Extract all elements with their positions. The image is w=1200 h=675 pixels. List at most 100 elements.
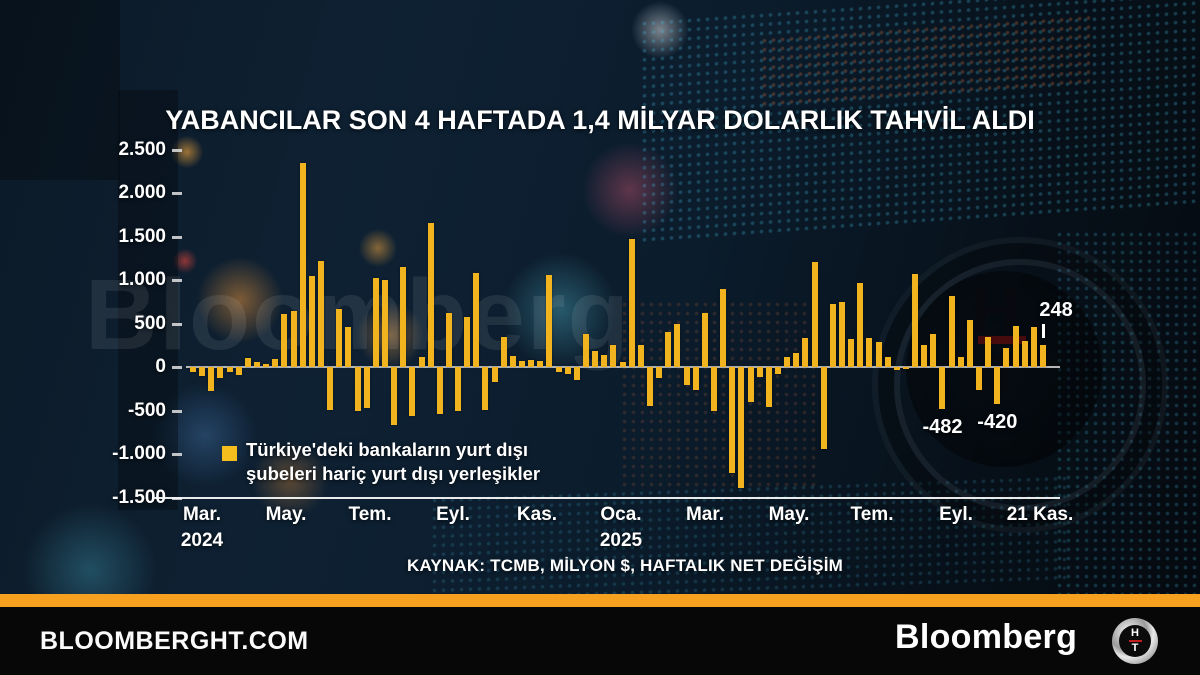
bar-week-90 — [1003, 348, 1010, 367]
bar-week-65 — [774, 367, 781, 374]
bar-week-29 — [445, 313, 452, 367]
bar-week-16 — [327, 367, 334, 410]
bar-week-24 — [400, 266, 407, 367]
ht-badge-h: H — [1131, 626, 1139, 639]
bar-week-86 — [966, 320, 973, 367]
bar-week-7 — [244, 357, 251, 367]
bar-week-75 — [866, 338, 873, 367]
bar-week-44 — [583, 333, 590, 367]
ht-badge-inner: H T — [1119, 625, 1151, 657]
legend-swatch — [222, 446, 237, 461]
bar-week-69 — [811, 262, 818, 367]
y-tick-mark — [172, 322, 182, 326]
y-tick-mark — [172, 192, 182, 195]
bar-week-46 — [601, 354, 608, 367]
y-tick-label: 1.000 — [118, 269, 166, 290]
annotation--420: -420 — [977, 410, 1018, 433]
bar-week-67 — [793, 353, 800, 367]
bar-week-40 — [546, 275, 553, 367]
bar-week-26 — [418, 356, 425, 367]
x-tick-year: 2025 — [599, 530, 643, 551]
bar-week-5 — [226, 367, 233, 372]
footer-site-url: BLOOMBERGHT.COM — [40, 627, 309, 655]
bar-week-55 — [683, 367, 690, 386]
bar-week-18 — [345, 327, 352, 367]
bar-week-47 — [610, 345, 617, 367]
bar-week-43 — [573, 367, 580, 381]
source-note: KAYNAK: TCMB, MİLYON $, HAFTALIK NET DEĞ… — [406, 556, 844, 575]
bar-week-94 — [1040, 345, 1047, 367]
bar-week-50 — [637, 344, 644, 367]
bar-week-21 — [372, 277, 379, 367]
annotation-248: 248 — [1039, 299, 1073, 322]
bar-week-66 — [784, 356, 791, 367]
bar-week-15 — [317, 261, 324, 367]
bar-week-71 — [829, 304, 836, 367]
ht-badge-t: T — [1131, 642, 1139, 655]
x-tick-label: Mar. — [685, 504, 725, 525]
footer-bar: BLOOMBERGHT.COM Bloomberg H T — [0, 607, 1200, 675]
y-tick-label: -500 — [127, 399, 166, 421]
bar-week-82 — [930, 333, 937, 367]
y-tick-mark — [172, 235, 182, 239]
bar-week-57 — [701, 312, 708, 367]
bar-week-59 — [720, 289, 727, 367]
bar-week-58 — [710, 367, 717, 411]
legend-line-2: şubeleri hariç yurt dışı yerleşikler — [246, 463, 541, 484]
y-tick-mark — [172, 148, 182, 152]
x-tick-label: May. — [768, 504, 810, 525]
bar-week-81 — [921, 345, 928, 367]
bar-week-30 — [455, 367, 462, 411]
bar-week-38 — [528, 359, 535, 367]
bar-week-76 — [875, 341, 882, 367]
y-tick-label: 2.000 — [118, 182, 166, 203]
bar-week-12 — [290, 311, 297, 367]
ht-logo-watermark-h: H — [972, 273, 1020, 347]
bar-week-68 — [802, 338, 809, 367]
bar-week-54 — [674, 324, 681, 367]
bar-week-78 — [893, 367, 900, 370]
y-tick-label: -1.000 — [112, 443, 166, 464]
bar-week-83 — [939, 367, 946, 409]
x-tick-label: Tem. — [850, 504, 894, 525]
bar-week-19 — [354, 367, 361, 411]
bar-week-52 — [656, 367, 663, 378]
bar-week-32 — [473, 273, 480, 367]
bar-week-72 — [838, 302, 845, 367]
bar-week-61 — [738, 367, 745, 488]
x-tick-label: Eyl. — [436, 504, 470, 525]
annotation--482: -482 — [922, 415, 963, 438]
bar-week-41 — [555, 367, 562, 373]
y-tick-label: 500 — [134, 312, 166, 334]
bar-week-9 — [263, 363, 270, 367]
bar-week-56 — [692, 367, 699, 391]
x-tick-label: Oca. — [600, 504, 642, 525]
y-tick-label: 2.500 — [118, 138, 166, 160]
ht-badge-red-bar — [1128, 639, 1142, 643]
x-tick-year: 2024 — [180, 530, 224, 551]
bar-week-73 — [848, 339, 855, 367]
led-board-texture — [760, 13, 1090, 107]
y-tick-mark — [172, 453, 182, 456]
bar-week-62 — [747, 367, 754, 402]
bar-week-11 — [281, 313, 288, 367]
bar-week-2 — [199, 367, 206, 376]
bar-week-85 — [957, 356, 964, 367]
bar-week-60 — [729, 367, 736, 474]
x-tick-label: May. — [265, 504, 307, 525]
bar-week-20 — [363, 367, 370, 408]
bar-week-74 — [857, 283, 864, 367]
bar-week-33 — [482, 367, 489, 410]
bar-week-84 — [948, 295, 955, 367]
ht-badge-logo: H T — [1112, 618, 1158, 664]
bar-week-6 — [235, 367, 242, 375]
bar-week-63 — [756, 367, 763, 377]
bokeh-light — [630, 0, 690, 60]
annotation-pointer — [1042, 324, 1046, 339]
x-tick-label: Tem. — [348, 504, 392, 525]
background-shadow — [0, 0, 120, 180]
legend-label: Türkiye'deki bankaların yurt dışı şubele… — [246, 438, 540, 486]
bar-week-31 — [464, 316, 471, 367]
bar-week-45 — [592, 351, 599, 367]
